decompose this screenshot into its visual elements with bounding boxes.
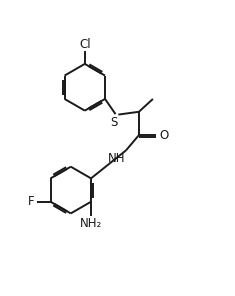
Text: F: F xyxy=(27,195,34,208)
Text: NH: NH xyxy=(107,152,125,165)
Text: O: O xyxy=(160,129,169,142)
Text: NH₂: NH₂ xyxy=(80,217,102,230)
Text: Cl: Cl xyxy=(79,38,91,51)
Text: S: S xyxy=(111,115,118,128)
